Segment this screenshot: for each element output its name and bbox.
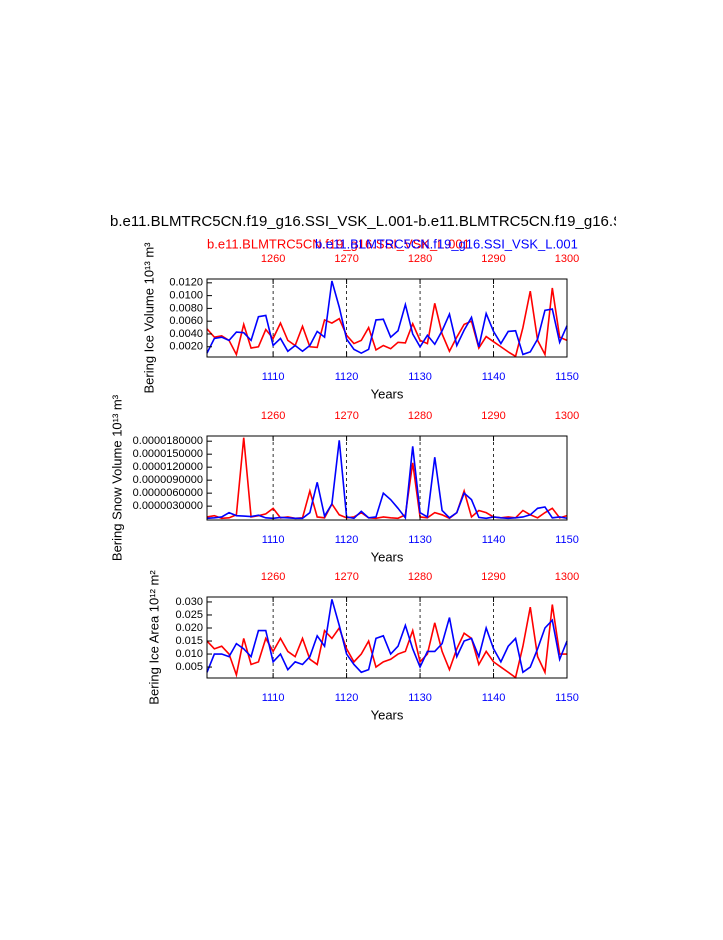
x2-tick-label: 1270 — [334, 571, 358, 583]
y-tick-label: 0.030 — [175, 596, 203, 608]
x-axis-label: Years — [371, 386, 404, 401]
x2-tick-label: 1280 — [408, 253, 432, 265]
x-axis-label: Years — [371, 707, 404, 722]
x2-tick-label: 1270 — [334, 253, 358, 265]
plot-frame — [206, 596, 568, 679]
y-tick-label: 0.015 — [175, 635, 203, 647]
x-tick-label: 1120 — [335, 371, 359, 383]
x-axis-label: Years — [371, 549, 404, 564]
x-tick-label: 1130 — [408, 371, 432, 383]
x-tick-label: 1120 — [335, 692, 359, 704]
y-tick-label: 0.025 — [175, 609, 203, 621]
x2-tick-label: 1270 — [334, 410, 358, 422]
series-line — [206, 440, 568, 520]
main-title: b.e11.BLMTRC5CN.f19_g16.SSI_VSK_L.001-b.… — [110, 213, 656, 230]
x2-tick-label: 1300 — [555, 571, 579, 583]
y-tick-label: 0.0120 — [169, 277, 203, 289]
y-tick-label: 0.020 — [175, 622, 203, 634]
x-tick-label: 1120 — [335, 534, 359, 546]
y-tick-label: 0.005 — [175, 661, 203, 673]
x-tick-label: 1140 — [482, 371, 506, 383]
series-line — [206, 280, 568, 356]
x-tick-label: 1110 — [262, 371, 285, 383]
x2-tick-label: 1290 — [481, 410, 505, 422]
y-tick-label: 0.0000150000 — [133, 448, 203, 460]
x-tick-label: 1140 — [482, 534, 506, 546]
x2-tick-label: 1260 — [261, 253, 285, 265]
series-line — [206, 604, 567, 679]
y-tick-label: 0.010 — [175, 648, 203, 660]
y-axis-label: Bering Ice Volume 10¹³ m³ — [141, 242, 156, 394]
x2-tick-label: 1290 — [481, 571, 505, 583]
y-tick-label: 0.0000120000 — [133, 461, 203, 473]
x2-tick-label: 1280 — [408, 571, 432, 583]
x-tick-label: 1130 — [408, 534, 432, 546]
x-tick-label: 1150 — [555, 371, 579, 383]
x2-tick-label: 1300 — [555, 410, 579, 422]
plot-frame — [206, 278, 568, 358]
y-axis-label: Bering Snow Volume 10¹³ m³ — [109, 394, 124, 561]
series-line — [206, 437, 568, 520]
series-line — [206, 287, 568, 358]
x2-tick-label: 1280 — [408, 410, 432, 422]
y-tick-label: 0.0000060000 — [133, 487, 203, 499]
x-tick-label: 1150 — [555, 534, 579, 546]
x-tick-label: 1110 — [262, 534, 285, 546]
y-tick-label: 0.0000090000 — [133, 474, 203, 486]
y-tick-label: 0.0000030000 — [133, 500, 203, 512]
red-subtitle: b.e11.BLMTRC5CN.f19_g16.SSI_VSK_L.001 — [207, 236, 470, 251]
y-axis-label: Bering Ice Area 10¹² m² — [146, 570, 161, 705]
x-tick-label: 1130 — [408, 692, 432, 704]
y-tick-label: 0.0060 — [169, 315, 203, 327]
y-tick-label: 0.0040 — [169, 328, 203, 340]
x2-tick-label: 1290 — [481, 253, 505, 265]
y-tick-label: 0.0080 — [169, 302, 203, 314]
blue-subtitle: b.e11.BLMTRC5CN.f19_g16.SSI_VSK_L.001 — [315, 236, 578, 251]
y-tick-label: 0.0100 — [169, 290, 203, 302]
plot-frame — [206, 435, 568, 521]
y-tick-label: 0.0020 — [169, 341, 203, 353]
x2-tick-label: 1260 — [261, 410, 285, 422]
x-tick-label: 1140 — [482, 692, 506, 704]
x-tick-label: 1150 — [555, 692, 579, 704]
x2-tick-label: 1260 — [261, 571, 285, 583]
x-tick-label: 1110 — [262, 692, 285, 704]
y-tick-label: 0.0000180000 — [133, 435, 203, 447]
series-line — [206, 599, 568, 674]
x2-tick-label: 1300 — [555, 253, 579, 265]
